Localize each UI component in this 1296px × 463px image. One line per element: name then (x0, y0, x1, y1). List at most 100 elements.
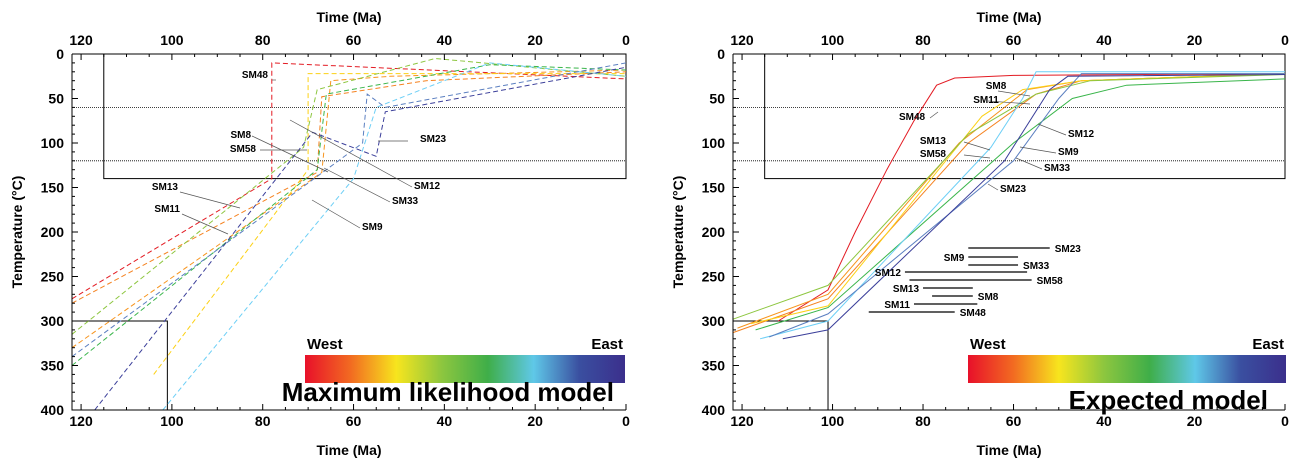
leader-line (1019, 146, 1057, 154)
age-range-label: SM13 (893, 284, 920, 295)
sample-label-sm23: SM23 (1000, 184, 1027, 195)
y-tick-label: 200 (702, 224, 726, 240)
y-tick-label: 300 (702, 313, 726, 329)
leader-line (1015, 157, 1043, 170)
series-line-sm12 (755, 78, 1286, 331)
x-tick-label-top: 0 (622, 32, 630, 48)
series-line-sm23 (769, 73, 1285, 338)
age-range-label: SM9 (944, 253, 965, 264)
sample-label-sm11: SM11 (973, 95, 999, 106)
x-tick-label-top: 40 (437, 32, 453, 48)
sample-label-sm33: SM33 (1044, 163, 1071, 174)
y-tick-label: 250 (702, 269, 726, 285)
x-tick-label-top: 20 (1187, 32, 1203, 48)
leader-line (1037, 123, 1067, 136)
sample-label-sm23: SM23 (420, 134, 447, 145)
x-axis-title-top: Time (Ma) (976, 9, 1041, 25)
x-axis-title-top: Time (Ma) (316, 9, 381, 25)
x-tick-label-bottom: 60 (1006, 413, 1022, 429)
legend-east-label: East (591, 336, 623, 353)
y-tick-label: 50 (48, 91, 64, 107)
sample-label-sm58: SM58 (920, 149, 947, 160)
x-tick-label-top: 20 (527, 32, 543, 48)
age-range-label: SM8 (978, 292, 999, 303)
west-east-color-bar (305, 355, 625, 383)
y-tick-label: 150 (702, 180, 726, 196)
leader-line (323, 167, 391, 203)
constraint-box (764, 53, 1286, 180)
panel-title: Maximum likelihood model (282, 377, 614, 407)
age-range-label: SM33 (1023, 261, 1050, 272)
sample-label-sm12: SM12 (1068, 129, 1095, 140)
x-tick-label-top: 80 (915, 32, 931, 48)
age-range-label: SM11 (884, 300, 910, 311)
sample-label-sm48: SM48 (242, 70, 269, 81)
sample-label-sm8: SM8 (986, 81, 1007, 92)
series-line-sm9 (94, 66, 627, 411)
leader-line (963, 141, 991, 151)
sample-label-sm48: SM48 (899, 112, 926, 123)
leader-line (251, 135, 329, 173)
x-tick-label-bottom: 120 (730, 413, 754, 429)
y-tick-label: 100 (41, 135, 65, 151)
legend-east-label: East (1252, 336, 1284, 353)
sample-label-sm9: SM9 (362, 222, 383, 233)
y-tick-label: 0 (717, 46, 725, 62)
leader-line (987, 100, 1031, 105)
x-tick-label-top: 60 (1006, 32, 1022, 48)
y-tick-label: 400 (41, 402, 65, 418)
y-tick-label: 350 (702, 358, 726, 374)
west-east-color-bar (968, 355, 1286, 383)
x-tick-label-bottom: 100 (160, 413, 184, 429)
leader-line (179, 191, 241, 209)
series-line-sm11 (71, 69, 627, 349)
leader-line (181, 213, 229, 235)
start-box (71, 320, 168, 411)
x-tick-label-top: 0 (1281, 32, 1289, 48)
x-tick-label-top: 120 (730, 32, 754, 48)
y-axis-title: Temperature (°C) (9, 176, 25, 289)
x-tick-label-top: 100 (160, 32, 184, 48)
y-axis-title: Temperature (°C) (670, 176, 686, 289)
sample-label-sm11: SM11 (154, 204, 180, 215)
y-tick-label: 150 (41, 180, 65, 196)
sample-label-sm13: SM13 (152, 182, 179, 193)
x-tick-label-bottom: 120 (69, 413, 93, 429)
age-range-label: SM23 (1055, 244, 1082, 255)
y-tick-label: 350 (41, 358, 65, 374)
sample-label-sm12: SM12 (414, 181, 441, 192)
leader-line (997, 90, 1031, 97)
series-line-sm58 (732, 74, 1286, 320)
series-line-sm33 (759, 71, 1285, 340)
y-tick-label: 100 (702, 135, 726, 151)
y-tick-label: 200 (41, 224, 65, 240)
legend-west-label: West (307, 336, 343, 353)
panel-title: Expected model (1069, 385, 1268, 415)
sample-label-sm9: SM9 (1058, 147, 1079, 158)
series-line-sm8 (153, 73, 626, 375)
leader-line (963, 154, 991, 159)
x-axis-title-bottom: Time (Ma) (976, 442, 1041, 458)
sample-label-sm58: SM58 (230, 144, 257, 155)
x-tick-label-bottom: 20 (527, 413, 543, 429)
x-tick-label-bottom: 0 (622, 413, 630, 429)
x-tick-label-top: 40 (1096, 32, 1112, 48)
y-tick-label: 50 (709, 91, 725, 107)
sample-label-sm13: SM13 (920, 136, 947, 147)
y-tick-label: 300 (41, 313, 65, 329)
series-line-sm9 (782, 74, 1286, 340)
series-line-sm13 (71, 71, 627, 304)
x-tick-label-bottom: 60 (346, 413, 362, 429)
y-tick-label: 250 (41, 269, 65, 285)
series-line-sm48 (777, 73, 1286, 322)
legend-west-label: West (970, 336, 1006, 353)
x-tick-label-bottom: 40 (1096, 413, 1112, 429)
x-tick-label-bottom: 100 (821, 413, 845, 429)
sample-label-sm33: SM33 (392, 196, 419, 207)
x-tick-label-top: 80 (255, 32, 271, 48)
leader-line (311, 199, 361, 229)
start-box (732, 320, 829, 411)
series-line-sm12 (71, 64, 627, 366)
expected-model-panel: West East SM23 SM9 SM33 SM12 SM58 SM13 SM8 SM11 SM… (670, 9, 1289, 458)
